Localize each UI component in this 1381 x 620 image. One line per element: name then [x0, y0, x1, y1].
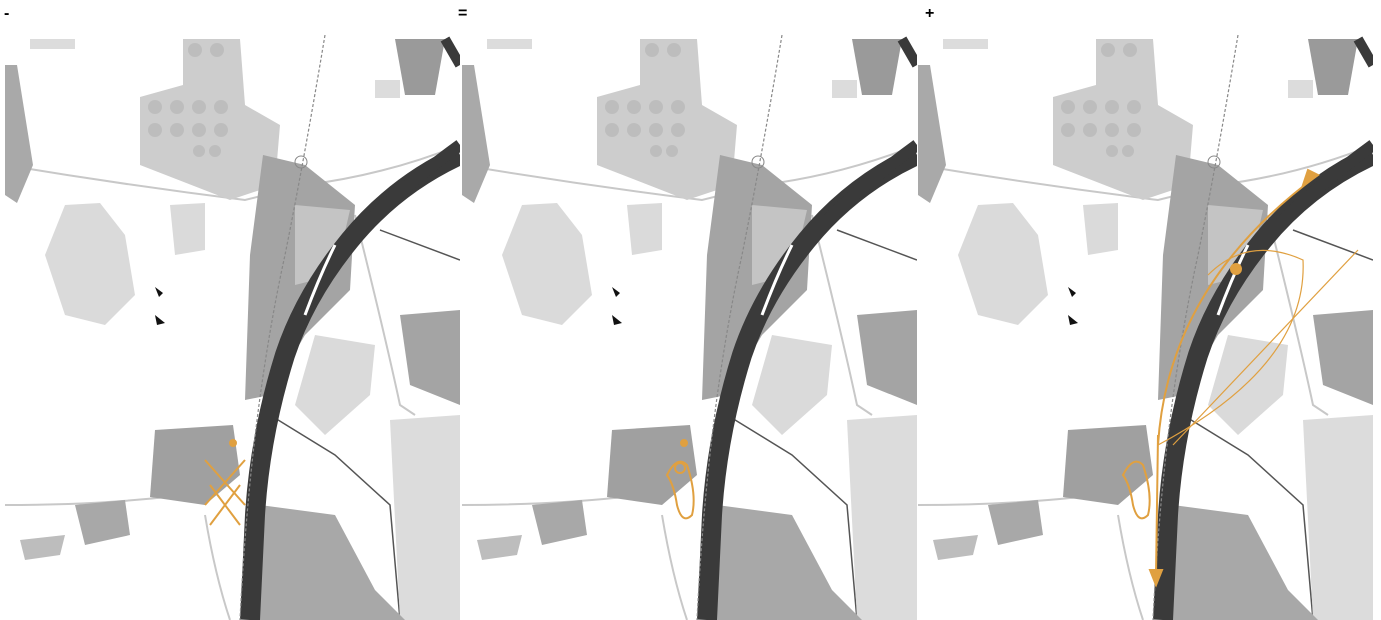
map-base — [462, 35, 917, 620]
panel-label: = — [458, 5, 467, 22]
map-base — [5, 35, 460, 620]
map-panel — [462, 35, 917, 620]
overlay-loop — [665, 439, 695, 520]
panel-label: + — [925, 5, 934, 22]
panel-label: - — [4, 5, 9, 22]
map-base — [918, 35, 1373, 620]
map-panel — [5, 35, 460, 620]
overlay-routes — [1121, 168, 1359, 588]
overlay-crossings — [204, 439, 246, 526]
map-panel — [918, 35, 1373, 620]
